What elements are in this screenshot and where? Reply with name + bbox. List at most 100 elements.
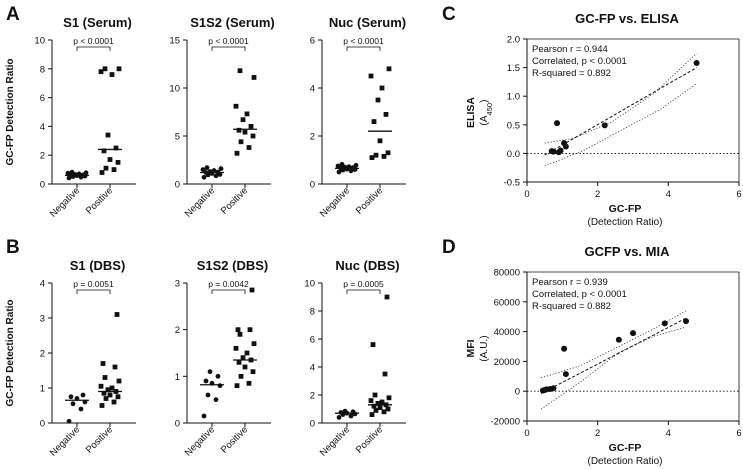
x-tick-label: Negative xyxy=(48,185,82,219)
data-point-negative xyxy=(339,161,345,167)
y-axis-label: MFI xyxy=(465,339,477,357)
data-point-negative xyxy=(69,169,75,175)
dot-plot-4: S1 (DBS) 0 1 2 3 4 GC-FP Detection Ratio Negati… xyxy=(5,258,136,459)
y-tick-label: 1 xyxy=(40,384,45,395)
x-tick-label: Positive xyxy=(84,424,115,455)
data-point xyxy=(550,148,557,155)
x-tick-label: Negative xyxy=(183,424,217,458)
data-point-positive xyxy=(251,341,257,347)
y-tick-label: 10 xyxy=(169,84,180,95)
data-point-negative xyxy=(335,163,341,169)
data-point-positive xyxy=(107,392,113,398)
dot-plot-3: Nuc (Serum) 0 2 4 6 Negative Positive p < 0.000… xyxy=(310,15,406,220)
y-tick-label: 15 xyxy=(169,36,180,47)
data-point-negative xyxy=(218,166,224,172)
x-axis-sublabel: (Detection Ratio) xyxy=(587,217,662,228)
x-tick-label: 4 xyxy=(666,428,671,439)
y-axis-label: GC-FP Detection Ratio xyxy=(5,299,16,406)
data-point-positive xyxy=(235,327,241,333)
data-point-positive xyxy=(246,145,252,150)
p-value-label: p = 0.0042 xyxy=(208,279,249,289)
y-tick-label: 0.0 xyxy=(507,149,520,160)
stats-line: R-squared = 0.892 xyxy=(532,68,611,79)
p-value-label: p < 0.0001 xyxy=(208,36,249,46)
data-point-positive xyxy=(381,154,387,159)
data-point xyxy=(554,120,561,127)
confidence-band-upper xyxy=(544,53,697,144)
x-tick-label: Negative xyxy=(183,185,217,219)
data-point-positive xyxy=(102,375,108,380)
data-point-negative xyxy=(215,373,221,379)
data-point xyxy=(630,330,636,337)
y-tick-label: 8 xyxy=(40,64,45,75)
y-tick-label: -20000 xyxy=(490,417,520,428)
y-tick-label: 20000 xyxy=(494,357,520,368)
p-value-label: p = 0.0005 xyxy=(343,279,384,289)
data-point-positive xyxy=(101,390,107,396)
significance-bracket xyxy=(211,46,246,51)
data-point-positive xyxy=(246,380,252,386)
data-point-negative xyxy=(207,369,213,375)
data-point xyxy=(557,147,564,154)
y-tick-label: 0 xyxy=(310,180,315,191)
data-point-positive xyxy=(377,138,383,144)
significance-bracket xyxy=(346,289,381,294)
data-point-positive xyxy=(384,294,390,300)
data-point-positive xyxy=(105,387,111,393)
x-axis-label: GC-FP xyxy=(609,203,642,215)
data-point-positive xyxy=(103,165,109,171)
panel-label-a: A xyxy=(6,4,20,25)
data-point-positive xyxy=(368,398,374,403)
chart-title: S1S2 (DBS) xyxy=(197,258,269,273)
data-point-positive xyxy=(114,312,120,317)
data-point-positive xyxy=(98,383,104,389)
data-point-positive xyxy=(115,160,121,165)
x-tick-label: 2 xyxy=(595,189,600,200)
data-point-positive xyxy=(109,385,115,391)
x-tick-label: 6 xyxy=(736,189,741,200)
y-tick-label: 6 xyxy=(310,36,315,47)
stats-line: Pearson r = 0.939 xyxy=(532,277,608,288)
chart-title: S1S2 (Serum) xyxy=(190,15,275,30)
y-tick-label: 6 xyxy=(40,93,45,104)
y-tick-label: 10 xyxy=(304,279,315,290)
y-tick-label: 4 xyxy=(310,363,315,374)
data-point-negative xyxy=(80,392,86,398)
y-tick-label: 3 xyxy=(40,314,45,325)
x-tick-label: Negative xyxy=(318,424,352,458)
y-tick-label: 4 xyxy=(40,122,45,133)
data-point-positive xyxy=(102,66,108,72)
stats-line: R-squared = 0.882 xyxy=(532,301,611,312)
data-point-positive xyxy=(240,355,246,361)
y-tick-label: 4 xyxy=(40,279,45,290)
x-tick-label: Negative xyxy=(48,424,82,458)
significance-bracket xyxy=(211,289,246,294)
data-point-positive xyxy=(372,392,378,398)
data-point xyxy=(562,371,569,378)
data-point-negative xyxy=(204,165,210,171)
regression-line xyxy=(544,67,697,156)
confidence-band-lower xyxy=(540,326,687,410)
x-axis-label: GC-FP xyxy=(609,442,642,454)
x-tick-label: Positive xyxy=(354,424,385,455)
data-point-positive xyxy=(371,119,377,124)
correlation-plot-elisa: GC-FP vs. ELISA -0.5 0.0 0.5 1.0 1.5 2.0 0 2 4 6 Pe… xyxy=(465,11,742,228)
data-point-positive xyxy=(238,373,244,379)
data-point-positive xyxy=(385,406,391,412)
data-point-positive xyxy=(236,127,242,133)
panel-label-b: B xyxy=(6,237,20,258)
y-tick-label: 60000 xyxy=(494,297,520,308)
data-point-positive xyxy=(385,150,391,156)
y-tick-label: 1 xyxy=(175,372,180,383)
data-point xyxy=(683,318,689,325)
y-tick-label: 2 xyxy=(40,349,45,360)
data-point-positive xyxy=(379,399,385,405)
p-value-label: p < 0.0001 xyxy=(73,36,114,46)
data-point-negative xyxy=(211,168,217,173)
data-point-positive xyxy=(113,145,119,151)
y-tick-label: 2 xyxy=(310,132,315,143)
data-point-negative xyxy=(201,174,207,180)
data-point xyxy=(615,336,622,343)
y-axis-sublabel: (A450) xyxy=(479,100,494,126)
y-tick-label: 40000 xyxy=(494,327,520,338)
